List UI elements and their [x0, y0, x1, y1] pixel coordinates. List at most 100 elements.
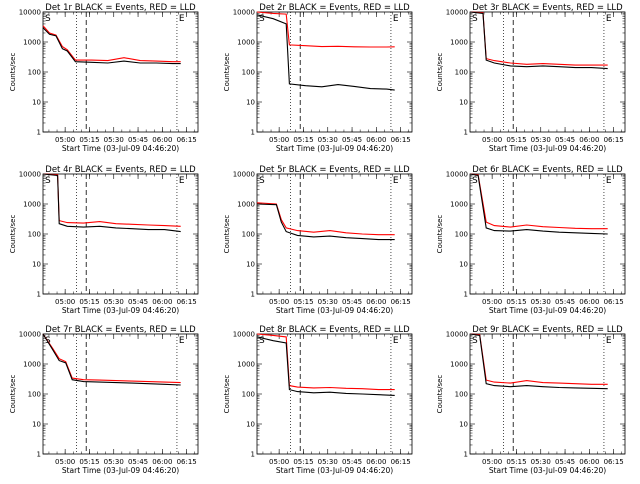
y-tick-label: 100: [242, 391, 255, 399]
series-events-line: [256, 14, 395, 91]
panel-6: Det 6r BLACK = Events, RED = LLD 1 10 100 10…: [436, 165, 626, 315]
y-tick-label: 1000: [450, 361, 468, 369]
panel-1: Det 1r BLACK = Events, RED = LLD 1 10 100 10…: [9, 3, 199, 153]
x-tick-label: 05:45: [128, 298, 148, 306]
y-tick-label: 100: [242, 231, 255, 239]
x-tick-label: 05:45: [342, 298, 362, 306]
panel-8: Det 8r BLACK = Events, RED = LLD 1 10 100 10…: [223, 325, 413, 475]
x-tick-label: 05:30: [531, 458, 551, 466]
plot-frame: [469, 333, 626, 455]
y-tick-label: 100: [28, 69, 41, 77]
start-corner-label: S: [259, 176, 265, 186]
y-tick-label: 1: [464, 129, 468, 137]
y-tick-label: 10000: [446, 171, 468, 179]
x-tick-label: 05:15: [506, 458, 526, 466]
x-tick-label: 05:15: [293, 458, 313, 466]
y-tick-label: 10000: [233, 9, 255, 17]
panel-title: Det 3r BLACK = Events, RED = LLD: [472, 3, 623, 13]
x-tick-label: 06:00: [579, 136, 599, 144]
x-axis-label: Start Time (03-Jul-09 04:46:20): [62, 306, 179, 315]
panel-title: Det 6r BLACK = Events, RED = LLD: [472, 165, 623, 175]
x-tick-label: 05:15: [79, 298, 99, 306]
x-tick-label: 06:15: [604, 458, 624, 466]
y-tick-label: 10000: [19, 9, 41, 17]
series-events-line: [256, 336, 395, 396]
end-corner-label: E: [393, 176, 399, 186]
x-tick-label: 05:15: [79, 136, 99, 144]
x-tick-label: 05:30: [104, 298, 124, 306]
y-tick-label: 1: [251, 451, 255, 459]
x-tick-label: 05:45: [555, 458, 575, 466]
y-tick-label: 1000: [237, 39, 255, 47]
y-tick-label: 1: [37, 451, 41, 459]
y-tick-label: 10: [459, 99, 468, 107]
plot-frame: [256, 11, 413, 133]
x-tick-label: 05:00: [482, 458, 502, 466]
y-tick-label: 10: [32, 421, 41, 429]
y-tick-label: 100: [28, 231, 41, 239]
y-tick-label: 10000: [19, 171, 41, 179]
plot-frame: [42, 333, 199, 455]
x-tick-label: 05:45: [128, 458, 148, 466]
x-tick-label: 05:45: [555, 136, 575, 144]
start-corner-label: S: [472, 14, 478, 24]
x-axis-label: Start Time (03-Jul-09 04:46:20): [276, 466, 393, 475]
y-tick-label: 10000: [233, 171, 255, 179]
y-tick-label: 1000: [23, 201, 41, 209]
y-tick-label: 1000: [23, 361, 41, 369]
end-corner-label: E: [393, 336, 399, 346]
x-tick-label: 05:00: [482, 298, 502, 306]
y-tick-label: 1: [464, 451, 468, 459]
y-tick-label: 1000: [450, 201, 468, 209]
y-tick-label: 10: [246, 99, 255, 107]
x-tick-label: 06:15: [177, 136, 197, 144]
start-corner-label: S: [259, 14, 265, 24]
y-tick-label: 100: [455, 391, 468, 399]
x-tick-label: 05:00: [269, 136, 289, 144]
series-lld-line: [256, 333, 395, 391]
y-tick-label: 10000: [446, 331, 468, 339]
panel-title: Det 2r BLACK = Events, RED = LLD: [259, 3, 410, 13]
x-tick-label: 05:15: [293, 298, 313, 306]
x-tick-label: 05:00: [55, 458, 75, 466]
y-tick-label: 100: [455, 231, 468, 239]
x-tick-label: 05:00: [55, 298, 75, 306]
plot-frame: [256, 173, 413, 295]
end-corner-label: E: [606, 336, 612, 346]
series-lld-line: [256, 11, 395, 48]
plot-frame: [256, 333, 413, 455]
series-events-line: [256, 203, 395, 241]
panel-4: Det 4r BLACK = Events, RED = LLD 1 10 100 10…: [9, 165, 199, 315]
y-tick-label: 1: [464, 291, 468, 299]
plot-frame: [42, 11, 199, 133]
series-lld-line: [469, 333, 608, 385]
panel-title: Det 7r BLACK = Events, RED = LLD: [45, 325, 196, 335]
x-axis-label: Start Time (03-Jul-09 04:46:20): [62, 144, 179, 153]
x-axis-label: Start Time (03-Jul-09 04:46:20): [489, 144, 606, 153]
x-tick-label: 06:00: [579, 458, 599, 466]
panel-title: Det 9r BLACK = Events, RED = LLD: [472, 325, 623, 335]
start-corner-label: S: [259, 336, 265, 346]
end-corner-label: E: [393, 14, 399, 24]
y-tick-label: 1: [37, 291, 41, 299]
x-tick-label: 05:00: [269, 458, 289, 466]
y-tick-label: 1: [251, 129, 255, 137]
x-tick-label: 06:15: [177, 458, 197, 466]
x-tick-label: 05:00: [269, 298, 289, 306]
y-tick-label: 1: [37, 129, 41, 137]
y-axis-label: Counts/sec: [9, 53, 17, 92]
x-axis-label: Start Time (03-Jul-09 04:46:20): [489, 466, 606, 475]
x-tick-label: 05:30: [318, 458, 338, 466]
series-lld-line: [42, 173, 181, 227]
panel-2: Det 2r BLACK = Events, RED = LLD 1 10 100 10…: [223, 3, 413, 153]
x-tick-label: 05:45: [342, 136, 362, 144]
series-events-line: [469, 333, 608, 390]
x-tick-label: 06:00: [366, 136, 386, 144]
x-tick-label: 05:30: [104, 136, 124, 144]
y-tick-label: 100: [242, 69, 255, 77]
series-events-line: [42, 173, 181, 233]
y-axis-label: Counts/sec: [9, 215, 17, 254]
y-tick-label: 1000: [237, 201, 255, 209]
